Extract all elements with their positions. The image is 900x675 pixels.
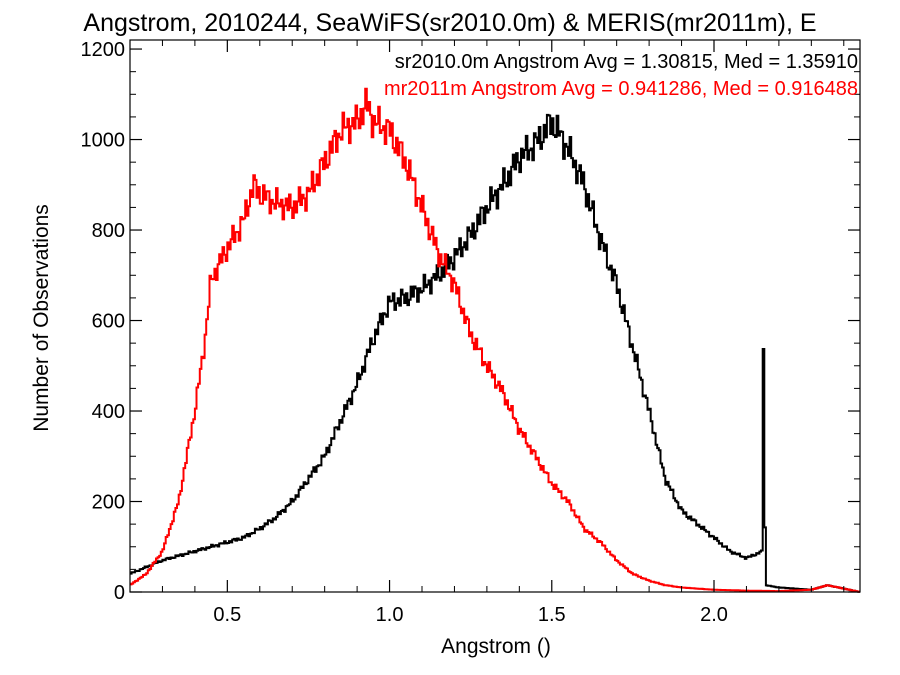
x-axis-label: Angstrom () [441,635,551,658]
x-tick-label: 1.0 [376,604,404,626]
y-tick-label: 1000 [81,130,126,152]
y-tick-label: 0 [114,582,125,604]
y-tick-label: 1200 [81,39,126,61]
x-tick-label: 1.5 [538,604,566,626]
series-line-sr2010.0m [130,113,860,593]
legend-entry-mr2011m: mr2011m Angstrom Avg = 0.941286, Med = 0… [384,78,858,100]
y-tick-label: 600 [92,311,125,333]
x-tick-label: 2.0 [700,604,728,626]
chart-title: Angstrom, 2010244, SeaWiFS(sr2010.0m) & … [83,9,816,37]
plot-frame [129,39,861,593]
series-layer [130,87,860,593]
y-tick-label: 800 [92,220,125,242]
ticks-layer: 0.5 1.0 1.5 2.0 0 200 400 600 800 1000 1200 [81,39,860,626]
y-tick-label: 400 [92,401,125,423]
legend: sr2010.0m Angstrom Avg = 1.30815, Med = … [384,51,858,100]
legend-entry-sr2010.0m: sr2010.0m Angstrom Avg = 1.30815, Med = … [395,51,858,73]
y-tick-label: 200 [92,492,125,514]
x-tick-label: 0.5 [213,604,241,626]
series-line-mr2011m [130,87,860,593]
y-axis-label: Number of Observations [30,204,53,432]
